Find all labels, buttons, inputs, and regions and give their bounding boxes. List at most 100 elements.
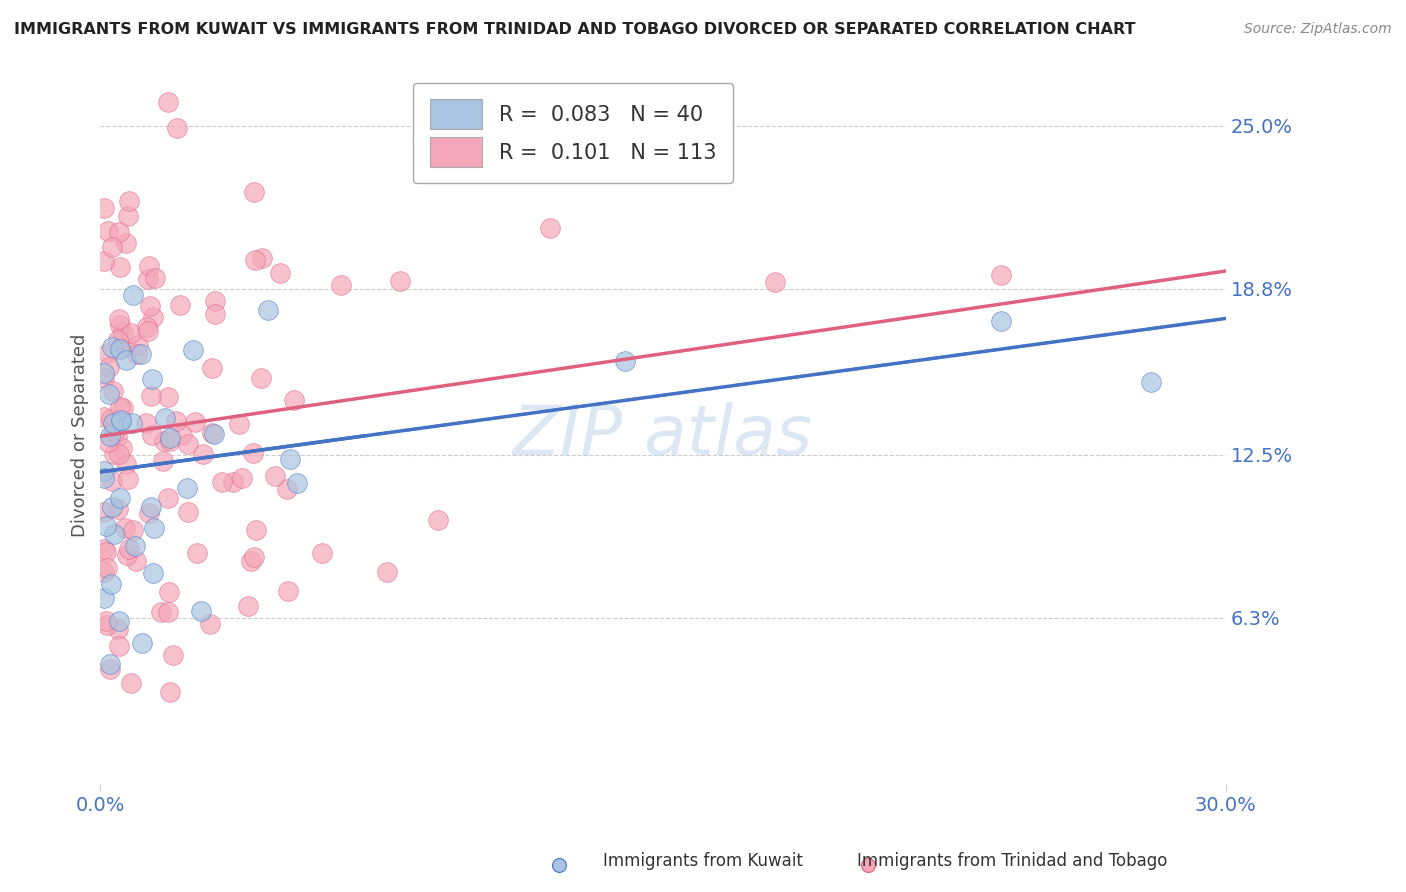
Point xyxy=(97,387,120,401)
Point xyxy=(101,416,124,430)
Point xyxy=(107,333,129,347)
Point xyxy=(200,617,222,632)
Point xyxy=(228,417,250,431)
Point xyxy=(127,337,149,351)
Point xyxy=(98,360,121,375)
Legend: R =  0.083   N = 40, R =  0.101   N = 113: R = 0.083 N = 40, R = 0.101 N = 113 xyxy=(413,83,733,184)
Point xyxy=(157,585,180,599)
Point xyxy=(110,413,132,427)
Point xyxy=(389,274,412,288)
Point xyxy=(129,347,152,361)
Point xyxy=(122,523,145,537)
Point xyxy=(162,648,184,663)
Point xyxy=(93,254,115,268)
Point xyxy=(93,566,115,580)
Point xyxy=(181,343,204,357)
Point xyxy=(124,539,146,553)
Point xyxy=(231,470,253,484)
Point xyxy=(202,426,225,441)
Point xyxy=(211,475,233,489)
Point xyxy=(120,326,142,340)
Point xyxy=(166,121,188,136)
Point xyxy=(93,591,115,606)
Point xyxy=(276,483,298,497)
Point xyxy=(141,372,163,386)
Point xyxy=(856,858,880,872)
Point xyxy=(157,95,180,109)
Point xyxy=(990,268,1012,283)
Point xyxy=(101,474,124,488)
Point xyxy=(101,239,124,253)
Point xyxy=(103,447,125,461)
Point xyxy=(142,566,165,580)
Point xyxy=(278,452,301,467)
Point xyxy=(264,469,287,483)
Point xyxy=(103,384,125,399)
Point xyxy=(135,416,157,430)
Point xyxy=(96,560,118,574)
Point xyxy=(765,275,787,289)
Point xyxy=(96,615,118,629)
Point xyxy=(118,194,141,209)
Point xyxy=(141,427,163,442)
Point xyxy=(152,454,174,468)
Point xyxy=(110,415,132,429)
Point xyxy=(222,475,245,489)
Point xyxy=(93,371,115,385)
Point xyxy=(159,431,181,445)
Point xyxy=(243,253,266,268)
Point xyxy=(115,458,138,472)
Point xyxy=(250,371,273,385)
Point xyxy=(121,417,143,431)
Point xyxy=(135,319,157,334)
Point xyxy=(156,390,179,404)
Point xyxy=(139,500,162,515)
Point xyxy=(122,288,145,302)
Point xyxy=(97,345,120,359)
Point xyxy=(538,221,561,235)
Point xyxy=(100,500,122,514)
Point xyxy=(177,437,200,451)
Point xyxy=(103,526,125,541)
Point xyxy=(138,260,160,274)
Point xyxy=(108,491,131,506)
Point xyxy=(138,506,160,520)
Point xyxy=(277,583,299,598)
Point xyxy=(93,201,115,215)
Point xyxy=(256,302,278,317)
Point xyxy=(97,435,120,450)
Point xyxy=(117,472,139,486)
Point xyxy=(115,548,138,562)
Text: IMMIGRANTS FROM KUWAIT VS IMMIGRANTS FROM TRINIDAD AND TOBAGO DIVORCED OR SEPARA: IMMIGRANTS FROM KUWAIT VS IMMIGRANTS FRO… xyxy=(14,22,1136,37)
Point xyxy=(169,297,191,311)
Point xyxy=(138,300,160,314)
Point xyxy=(201,361,224,376)
Point xyxy=(107,622,129,636)
Point xyxy=(108,640,131,654)
Point xyxy=(191,447,214,461)
Point xyxy=(111,441,134,455)
Point xyxy=(108,312,131,326)
Point xyxy=(100,577,122,591)
Point xyxy=(159,434,181,449)
Text: Source: ZipAtlas.com: Source: ZipAtlas.com xyxy=(1244,22,1392,37)
Point xyxy=(125,346,148,360)
Point xyxy=(112,326,135,340)
Point xyxy=(108,225,131,239)
Point xyxy=(250,252,273,266)
Point xyxy=(177,505,200,519)
Point xyxy=(108,343,131,357)
Point xyxy=(93,366,115,380)
Point xyxy=(105,430,128,444)
Point xyxy=(153,434,176,448)
Point xyxy=(143,271,166,285)
Point xyxy=(242,445,264,459)
Point xyxy=(330,277,353,292)
Point xyxy=(107,501,129,516)
Point xyxy=(93,542,115,557)
Point xyxy=(114,340,136,354)
Point xyxy=(100,412,122,426)
Point xyxy=(200,426,222,441)
Point xyxy=(239,554,262,568)
Point xyxy=(114,521,136,535)
